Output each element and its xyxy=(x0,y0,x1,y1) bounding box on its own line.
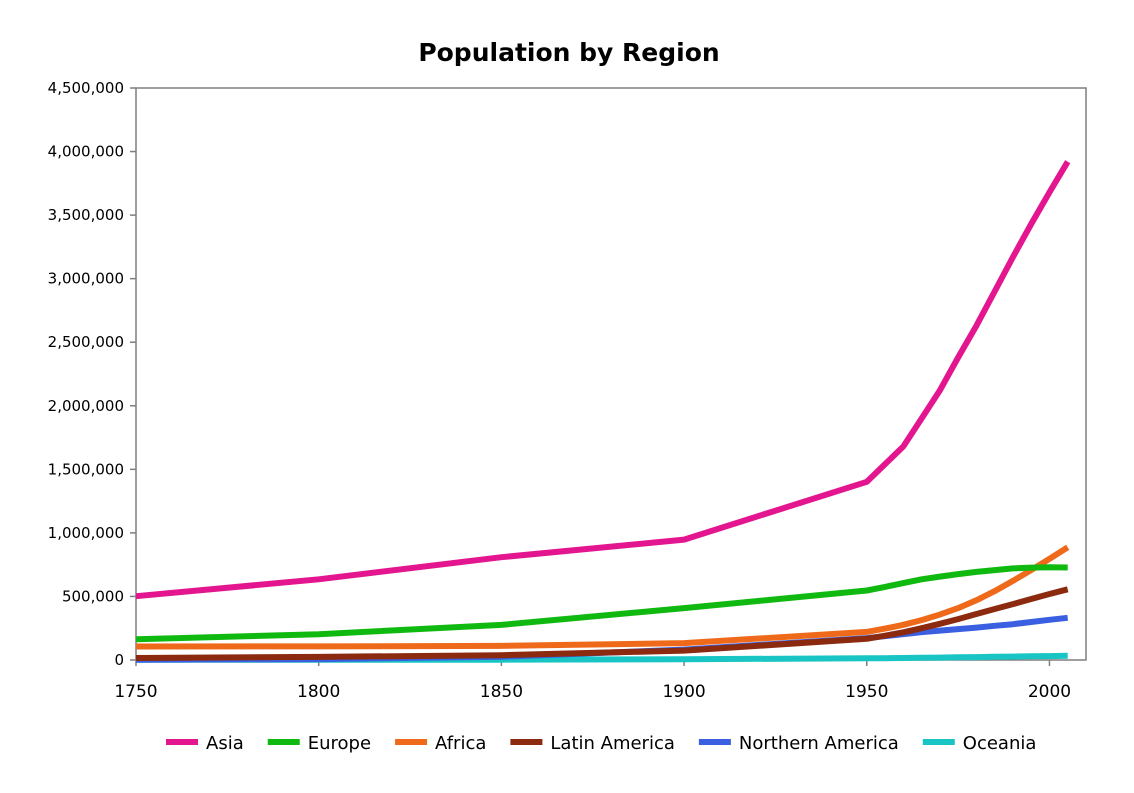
y-tick-label: 1,000,000 xyxy=(48,524,124,542)
x-tick-label: 2000 xyxy=(1028,682,1071,702)
y-tick-label: 3,000,000 xyxy=(48,270,124,288)
legend-label-oceania: Oceania xyxy=(963,733,1037,754)
legend-label-northern-america: Northern America xyxy=(739,733,899,754)
legend-label-africa: Africa xyxy=(435,733,486,754)
series-line-asia xyxy=(135,160,1071,600)
series-line-europe xyxy=(135,564,1068,643)
x-tick-label: 1950 xyxy=(845,682,888,702)
series-lines xyxy=(135,160,1071,663)
y-tick-label: 2,000,000 xyxy=(48,397,124,415)
plot-area xyxy=(135,87,1087,661)
x-tick-label: 1850 xyxy=(480,682,523,702)
series-line-latin-america xyxy=(135,586,1069,661)
legend-label-asia: Asia xyxy=(206,733,244,754)
x-tick-label: 1800 xyxy=(297,682,340,702)
legend: Asia Europe Africa Latin America Northern Am… xyxy=(166,733,1036,754)
legend-label-latin-america: Latin America xyxy=(550,733,675,754)
y-tick-label: 4,500,000 xyxy=(48,79,124,97)
y-tick-label: 4,000,000 xyxy=(48,143,124,161)
y-tick-label: 500,000 xyxy=(62,587,124,605)
x-axis: 1750 1800 1850 1900 1950 2000 xyxy=(114,660,1071,702)
legend-label-europe: Europe xyxy=(308,733,371,754)
x-tick-label: 1750 xyxy=(114,682,157,702)
chart-title: Population by Region xyxy=(418,38,719,67)
series-line-oceania xyxy=(136,652,1068,663)
y-tick-label: 2,500,000 xyxy=(48,333,124,351)
series-line-africa xyxy=(135,544,1070,650)
y-tick-label: 3,500,000 xyxy=(48,206,124,224)
y-tick-label: 0 xyxy=(114,651,124,669)
y-tick-label: 1,500,000 xyxy=(48,460,124,478)
y-axis: 0 500,000 1,000,000 1,500,000 2,000,000 2,500… xyxy=(48,79,136,669)
x-tick-label: 1900 xyxy=(662,682,705,702)
